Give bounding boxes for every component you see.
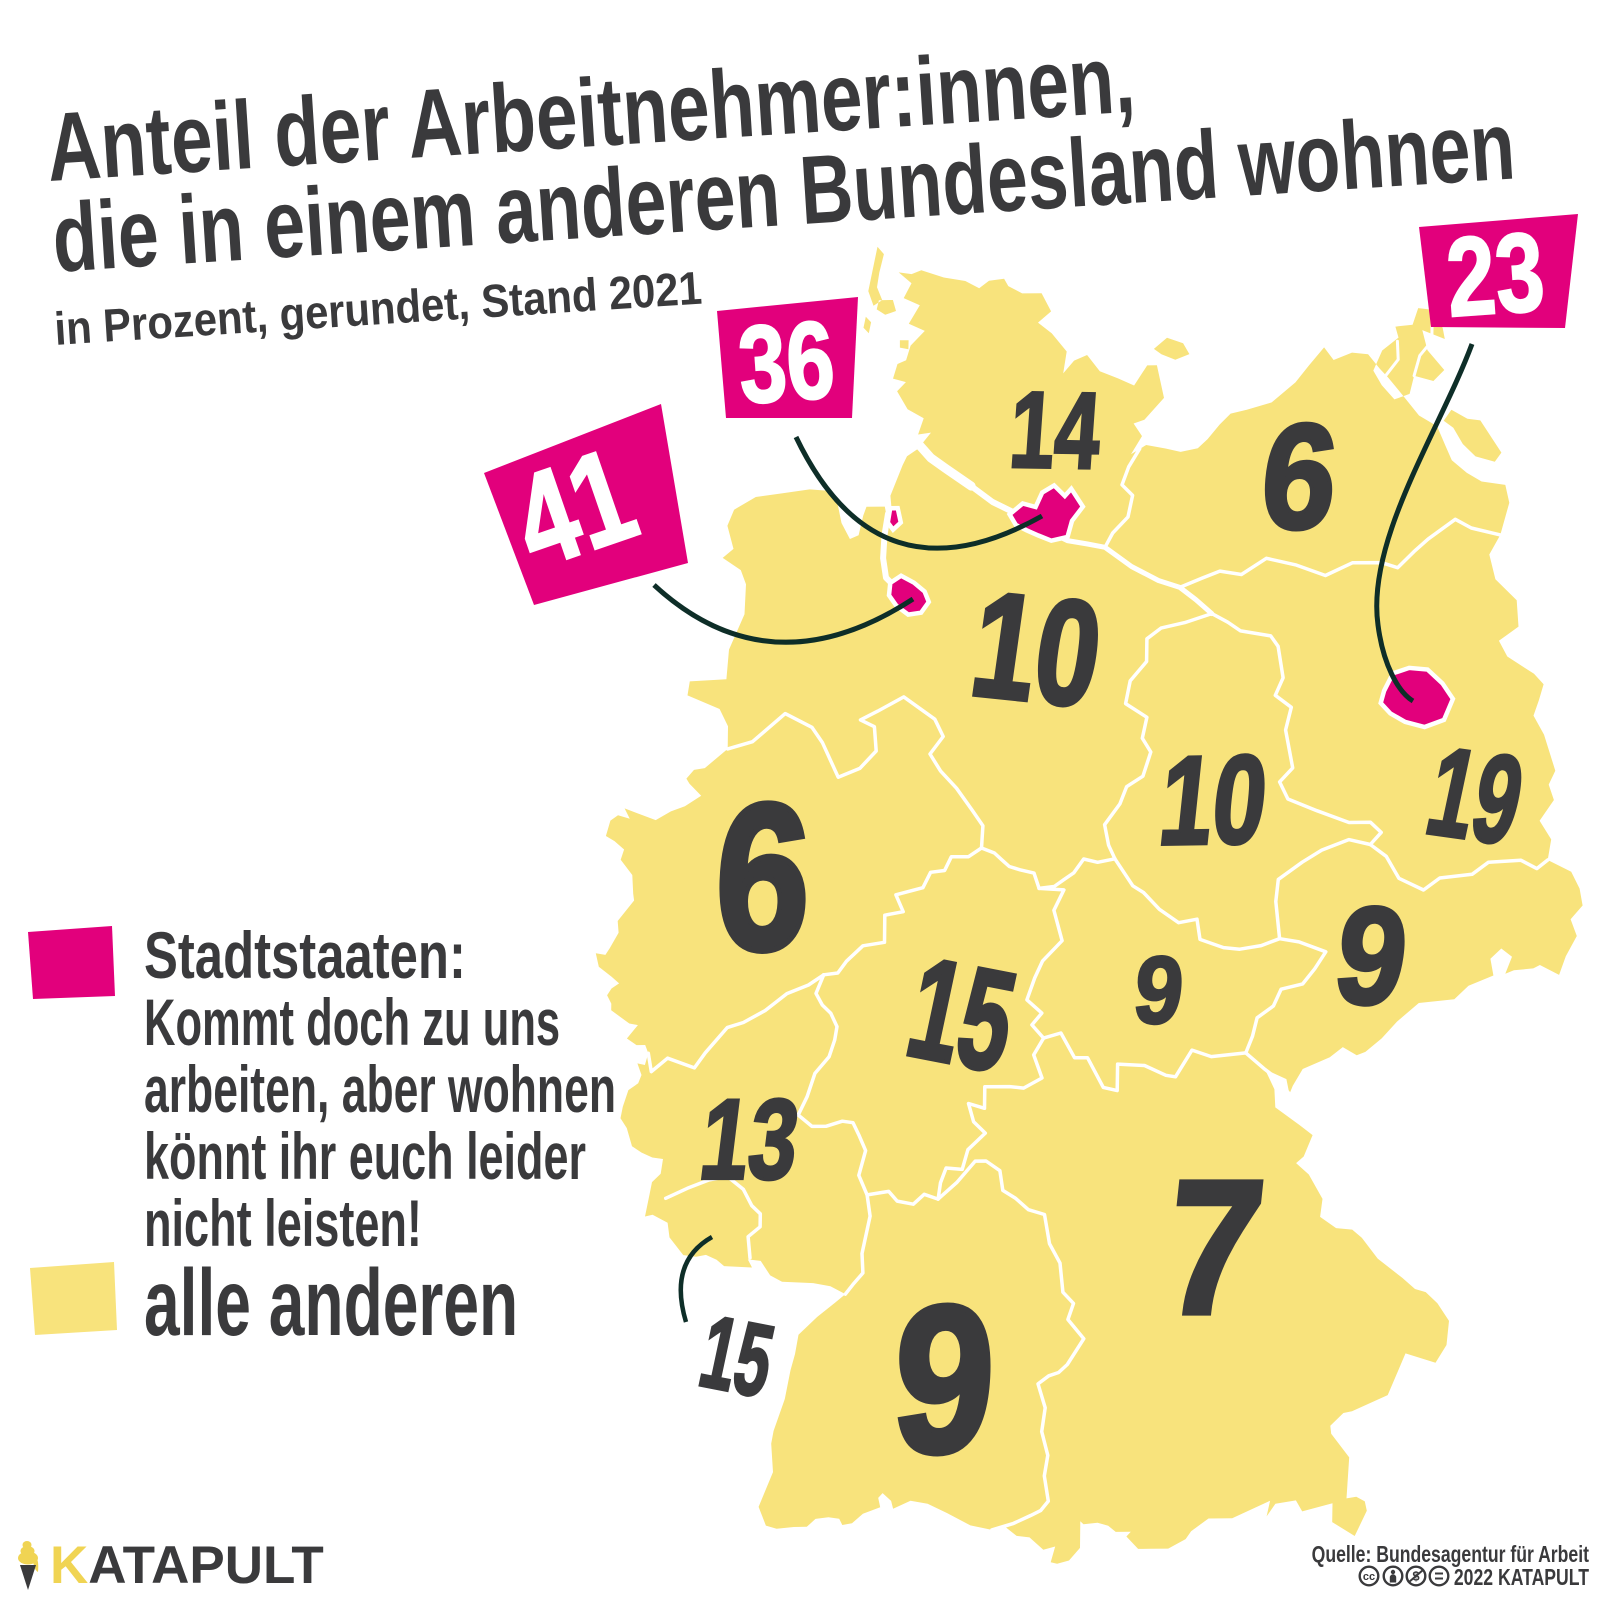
svg-text:10: 10 bbox=[1153, 729, 1273, 872]
svg-text:alle anderen: alle anderen bbox=[144, 1251, 518, 1356]
svg-text:6: 6 bbox=[1255, 394, 1343, 561]
svg-text:9: 9 bbox=[1129, 937, 1188, 1045]
svg-text:36: 36 bbox=[734, 298, 838, 427]
svg-text:cc: cc bbox=[1363, 1571, 1375, 1583]
svg-text:Kommt doch zu uns: Kommt doch zu uns bbox=[144, 985, 560, 1059]
svg-text:nicht leisten!: nicht leisten! bbox=[144, 1186, 422, 1260]
svg-text:arbeiten, aber wohnen: arbeiten, aber wohnen bbox=[144, 1052, 616, 1126]
svg-text:2022 KATAPULT: 2022 KATAPULT bbox=[1454, 1565, 1589, 1591]
svg-text:Stadtstaaten:: Stadtstaaten: bbox=[144, 920, 466, 993]
svg-text:9: 9 bbox=[888, 1263, 1000, 1497]
svg-text:Quelle: Bundesagentur für Arbe: Quelle: Bundesagentur für Arbeit bbox=[1312, 1542, 1589, 1568]
svg-text:10: 10 bbox=[962, 561, 1111, 739]
svg-text:könnt ihr euch leider: könnt ihr euch leider bbox=[144, 1119, 586, 1193]
svg-text:14: 14 bbox=[1006, 369, 1104, 492]
svg-text:KATAPULT: KATAPULT bbox=[50, 1536, 324, 1595]
svg-text:6: 6 bbox=[712, 761, 814, 994]
svg-text:23: 23 bbox=[1443, 209, 1549, 340]
svg-text:13: 13 bbox=[694, 1075, 806, 1203]
